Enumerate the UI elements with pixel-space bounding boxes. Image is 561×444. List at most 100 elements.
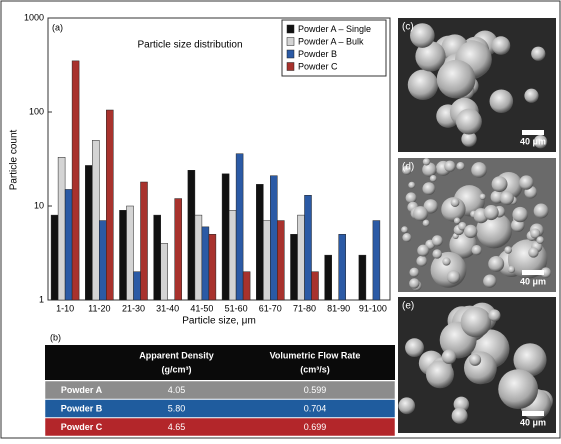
particle	[422, 158, 431, 166]
particle	[455, 108, 482, 135]
particle	[450, 198, 460, 207]
bar	[99, 220, 107, 301]
particle	[499, 191, 514, 206]
image-label: (d)	[402, 162, 414, 173]
particle	[504, 246, 512, 254]
table-cell: 0.599	[304, 385, 327, 395]
bar	[297, 214, 305, 301]
particle	[409, 278, 420, 289]
particle	[540, 267, 552, 278]
bar	[201, 226, 210, 301]
bar	[372, 220, 381, 301]
bar	[133, 271, 141, 301]
panel-label: (b)	[50, 332, 61, 342]
particle	[441, 349, 457, 365]
bar	[277, 220, 285, 301]
particle	[533, 203, 549, 219]
particle	[422, 162, 437, 177]
x-tick-label: 41-50	[190, 303, 213, 313]
particle	[530, 228, 541, 239]
particle	[408, 181, 416, 189]
particle	[432, 249, 442, 259]
table-cell: 0.699	[304, 422, 327, 432]
particle	[410, 23, 435, 48]
bar	[228, 210, 237, 301]
table-header	[45, 345, 395, 380]
legend-label: Powder A – Bulk	[298, 36, 364, 46]
bar	[194, 214, 203, 301]
scale-bar	[522, 130, 544, 135]
legend-label: Powder B	[298, 49, 337, 59]
bar	[263, 220, 271, 301]
particle	[441, 197, 466, 222]
particle	[471, 245, 482, 256]
y-tick-label: 10	[34, 200, 44, 210]
bar	[140, 181, 148, 301]
particle	[405, 192, 417, 204]
particle	[488, 255, 505, 272]
particle	[405, 338, 424, 358]
scale-label: 40 μm	[520, 276, 546, 286]
particle	[464, 351, 497, 385]
table-row-header: Powder A	[61, 385, 103, 395]
particle	[491, 176, 508, 193]
particle	[423, 199, 438, 214]
scale-bar	[522, 270, 544, 275]
bar	[358, 254, 367, 301]
particle	[533, 134, 548, 149]
particle	[469, 353, 482, 366]
particle	[422, 219, 430, 227]
table-cell: 0.704	[304, 403, 327, 413]
table-header-unit: (g/cm³)	[162, 364, 192, 374]
particle	[446, 270, 461, 284]
table-cell: 5.80	[168, 403, 186, 413]
particle	[488, 309, 501, 322]
table-row-header: Powder B	[61, 403, 103, 413]
particle	[431, 235, 443, 247]
particle	[415, 41, 446, 72]
particle	[519, 175, 534, 190]
particle	[407, 69, 439, 101]
bar	[85, 165, 93, 301]
x-tick-label: 1-10	[56, 303, 74, 313]
particle	[491, 36, 511, 55]
particle	[498, 369, 539, 410]
particle	[512, 206, 528, 223]
particle	[453, 217, 461, 225]
particle	[442, 257, 451, 266]
particle	[401, 226, 408, 234]
bar	[221, 173, 230, 301]
particle	[483, 205, 499, 221]
particle	[524, 88, 539, 103]
scale-label: 40 μm	[520, 136, 546, 146]
table-header-title: Apparent Density	[139, 350, 214, 360]
bar	[126, 205, 134, 301]
y-axis-label: Particle count	[9, 129, 20, 190]
bar	[160, 243, 168, 301]
particle	[409, 267, 420, 278]
bar	[242, 271, 251, 301]
bar	[71, 60, 80, 301]
particle	[436, 59, 476, 99]
bar	[174, 198, 182, 301]
bar	[50, 214, 59, 301]
particle	[531, 46, 546, 61]
table-header-unit: (cm³/s)	[300, 364, 330, 374]
table-row	[44, 380, 396, 400]
bar	[119, 210, 127, 301]
particle	[479, 193, 486, 200]
particle	[412, 206, 428, 222]
particle	[483, 274, 497, 288]
chart-title: Particle size distribution	[137, 40, 242, 51]
particle	[513, 343, 547, 377]
x-tick-label: 61-70	[259, 303, 282, 313]
particle	[528, 247, 539, 258]
bar	[338, 234, 346, 301]
bar	[256, 184, 264, 301]
bar	[106, 109, 114, 301]
particle	[458, 221, 467, 231]
particle	[489, 89, 514, 113]
bar	[92, 140, 100, 301]
particle	[461, 131, 477, 147]
